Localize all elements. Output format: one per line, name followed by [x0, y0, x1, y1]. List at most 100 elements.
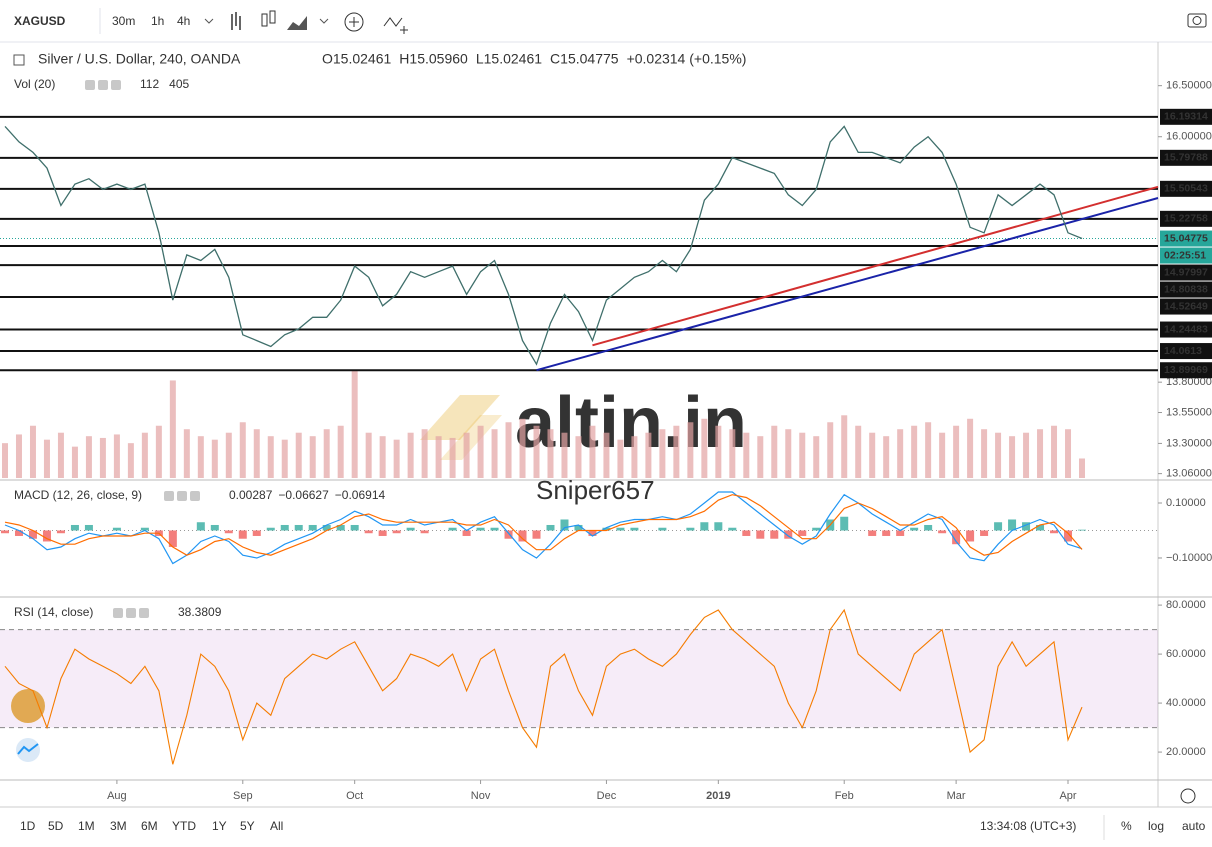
- indicator-button[interactable]: [85, 80, 95, 90]
- scale-option[interactable]: auto: [1182, 819, 1206, 833]
- chart-title: Silver / U.S. Dollar, 240, OANDA: [38, 51, 241, 67]
- price-label-box: [1160, 149, 1212, 166]
- volume-bar: [827, 422, 834, 478]
- interval[interactable]: 1h: [151, 14, 164, 28]
- price-label: 14.24483: [1164, 323, 1208, 335]
- volume-bar: [29, 425, 36, 478]
- histogram-bar: [1008, 519, 1017, 531]
- indicators-icon[interactable]: [349, 17, 359, 27]
- volume-bar: [449, 437, 456, 478]
- symbol[interactable]: XAGUSD: [14, 14, 66, 28]
- brand-logo: [11, 689, 45, 723]
- y-tick-label: 13.80000: [1166, 376, 1212, 388]
- volume-bar: [925, 422, 932, 478]
- volume-bar: [617, 439, 624, 478]
- range-button[interactable]: 1Y: [212, 819, 227, 833]
- price-label: 02:25:51: [1164, 249, 1206, 261]
- histogram-bar: [966, 530, 975, 542]
- volume-bar: [701, 418, 708, 478]
- candles-icon[interactable]: [269, 10, 276, 24]
- histogram-bar: [602, 527, 611, 531]
- volume-bar: [211, 439, 218, 478]
- histogram-bar: [1050, 530, 1059, 534]
- volume-bar: [1079, 458, 1085, 478]
- indicator-button[interactable]: [177, 491, 187, 501]
- settings-icon[interactable]: [1180, 788, 1196, 804]
- indicator-button[interactable]: [98, 80, 108, 90]
- volume-bar: [673, 425, 680, 478]
- histogram-bar: [812, 527, 821, 531]
- volume-bar: [281, 439, 288, 478]
- histogram-bar: [140, 527, 149, 531]
- candles-icon[interactable]: [261, 13, 268, 27]
- indicator-button[interactable]: [164, 491, 174, 501]
- histogram-bar: [574, 524, 583, 531]
- indicator-button[interactable]: [111, 80, 121, 90]
- volume-bar: [869, 432, 876, 478]
- price-label: 15.50543: [1164, 183, 1208, 195]
- indicator-button[interactable]: [139, 608, 149, 618]
- range-button[interactable]: 1M: [78, 819, 95, 833]
- volume-bar: [463, 432, 470, 478]
- histogram-bar: [952, 530, 961, 545]
- volume-title: Vol (20): [14, 77, 55, 91]
- price-label-box: [1160, 264, 1212, 281]
- volume-bar: [337, 425, 344, 478]
- range-button[interactable]: 5Y: [240, 819, 255, 833]
- camera-icon[interactable]: [1187, 13, 1207, 28]
- interval[interactable]: 4h: [177, 14, 190, 28]
- dropdown-icon[interactable]: [319, 18, 329, 24]
- collapse-icon[interactable]: [13, 54, 25, 66]
- volume-value: 112: [140, 77, 159, 91]
- area-icon[interactable]: [287, 16, 307, 30]
- histogram-bar: [392, 530, 401, 534]
- volume-bar: [491, 429, 498, 478]
- scale-option[interactable]: %: [1121, 819, 1132, 833]
- volume-bar: [967, 418, 974, 478]
- price-label-box: [1160, 108, 1212, 125]
- histogram-bar: [84, 524, 93, 531]
- ohlc-label: L: [476, 51, 484, 67]
- volume-bar: [323, 429, 330, 478]
- histogram-bar: [588, 530, 597, 536]
- rsi-line: [4, 608, 1083, 765]
- bars-icon[interactable]: [231, 12, 241, 30]
- histogram-bar: [1036, 524, 1045, 531]
- histogram-bar: [322, 524, 331, 531]
- histogram-bar: [504, 530, 513, 539]
- volume-bar: [477, 425, 484, 478]
- range-button[interactable]: All: [270, 819, 283, 833]
- volume-bar: [351, 370, 358, 478]
- dropdown-icon[interactable]: [204, 18, 214, 24]
- range-button[interactable]: 1D: [20, 819, 36, 833]
- macd-line: [4, 494, 1083, 556]
- volume-bar: [1051, 425, 1058, 478]
- histogram-bar: [616, 527, 625, 531]
- price-label: 14.80838: [1164, 283, 1208, 295]
- ohlc-label: C: [550, 51, 560, 67]
- interval[interactable]: 30m: [112, 14, 135, 28]
- x-tick-label: Oct: [346, 790, 363, 802]
- price-label: 16.19314: [1164, 111, 1208, 123]
- indicators-icon[interactable]: [344, 12, 364, 32]
- compare-icon[interactable]: [383, 17, 403, 27]
- volume-bar: [1023, 432, 1030, 478]
- range-button[interactable]: 6M: [141, 819, 158, 833]
- y-tick-label: 60.0000: [1166, 648, 1206, 660]
- volume-bar: [911, 425, 918, 478]
- indicator-button[interactable]: [113, 608, 123, 618]
- volume-bar: [239, 422, 246, 478]
- range-button[interactable]: YTD: [172, 819, 196, 833]
- x-tick-label: Apr: [1059, 790, 1076, 802]
- indicator-button[interactable]: [126, 608, 136, 618]
- compare-icon[interactable]: [400, 26, 408, 34]
- price-label-box: [1160, 362, 1212, 379]
- range-button[interactable]: 3M: [110, 819, 127, 833]
- indicator-button[interactable]: [190, 491, 200, 501]
- volume-bar: [561, 432, 568, 478]
- scale-option[interactable]: log: [1148, 819, 1164, 833]
- range-button[interactable]: 5D: [48, 819, 64, 833]
- histogram-bar: [980, 530, 989, 536]
